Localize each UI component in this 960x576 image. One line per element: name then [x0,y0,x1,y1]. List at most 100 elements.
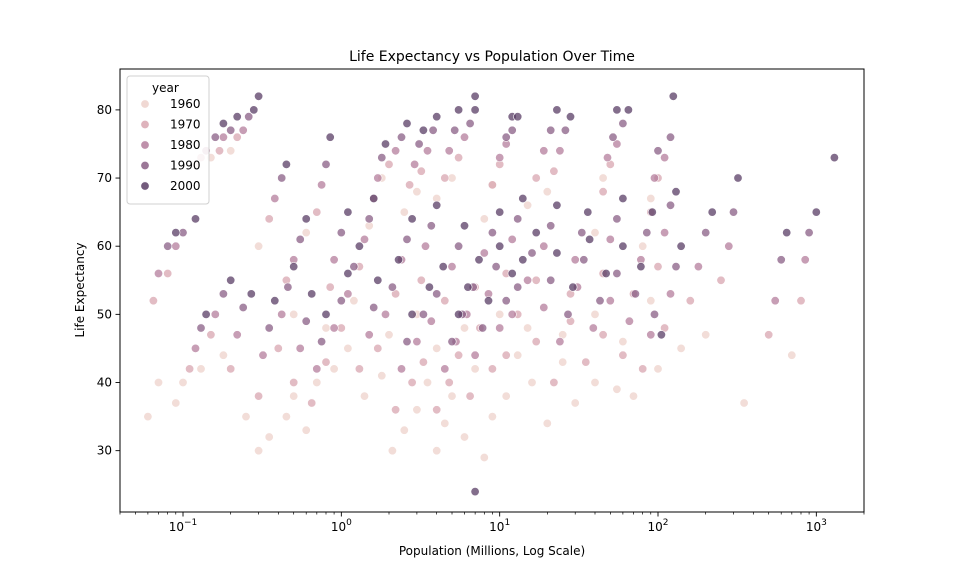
data-point [416,275,426,285]
data-point [407,214,417,224]
data-point [649,173,659,183]
data-point [507,234,517,244]
data-point [312,377,322,387]
data-point [289,262,299,272]
data-point [232,132,242,142]
data-point [364,330,374,340]
data-point [325,132,335,142]
legend-entry-label: 1990 [170,159,201,173]
data-point [618,337,628,347]
data-point [317,180,327,190]
data-point [281,412,291,422]
data-point [552,105,562,115]
data-point [487,412,497,422]
data-point [402,119,412,129]
data-point [546,275,556,285]
data-point [479,452,489,462]
data-point [612,105,622,115]
data-point [307,398,317,408]
data-point [359,391,369,401]
data-point [218,119,228,129]
data-point [418,309,428,319]
chart-title: Life Expectancy vs Population Over Time [349,49,635,65]
data-point [418,125,428,135]
data-point [289,377,299,387]
data-point [542,418,552,428]
data-point [588,323,598,333]
data-point [546,125,556,135]
data-point [412,337,422,347]
data-point [628,391,638,401]
data-point [507,268,517,278]
data-point [312,364,322,374]
data-point [478,323,488,333]
data-point [465,119,475,129]
data-point [665,289,675,299]
data-point [787,350,797,360]
data-point [523,275,533,285]
data-point [440,418,450,428]
data-point [377,153,387,163]
data-point [432,200,442,210]
data-point [513,112,523,122]
legend-entry-label: 2000 [170,179,201,193]
data-point [685,296,695,306]
data-point [336,228,346,238]
y-tick-label: 80 [97,103,112,117]
data-point [399,425,409,435]
legend-marker [140,181,150,191]
data-point [238,302,248,312]
data-point [289,309,299,319]
data-point [380,139,390,149]
data-point [270,296,280,306]
data-point [470,364,480,374]
data-point [215,146,225,156]
data-point [623,105,633,115]
data-point [317,337,327,347]
data-point [201,309,211,319]
data-point [226,146,236,156]
data-point [447,337,457,347]
data-point [546,221,556,231]
data-point [829,153,839,163]
data-point [701,228,711,238]
data-point [527,248,537,258]
data-point [647,207,657,217]
data-point [646,296,656,306]
legend: year 1960 1970 1980 1990 2000 [126,75,210,205]
data-point [412,187,422,197]
x-tick-label: 100 [331,518,352,534]
data-point [454,105,464,115]
data-point [422,146,432,156]
x-tick-label: 103 [806,518,827,534]
data-point [154,268,164,278]
data-point [523,200,533,210]
data-point [349,262,359,272]
data-point [518,255,528,265]
data-point [387,282,397,292]
data-point [369,302,379,312]
data-point [432,112,442,122]
data-point [336,296,346,306]
data-point [583,207,593,217]
data-point [459,221,469,231]
data-point [665,200,675,210]
data-point [542,187,552,197]
data-point [264,323,274,333]
data-point [447,391,457,401]
data-point [630,289,640,299]
data-point [432,446,442,456]
data-point [438,262,448,272]
data-point [653,146,663,156]
data-point [618,194,628,204]
data-point [811,207,821,217]
data-point [432,343,442,353]
data-point [549,166,559,176]
data-point [384,330,394,340]
data-point [531,228,541,238]
data-point [244,112,254,122]
data-point [570,398,580,408]
x-axis: 10−1 100 101 102 103 [119,512,865,534]
data-point [470,487,480,497]
